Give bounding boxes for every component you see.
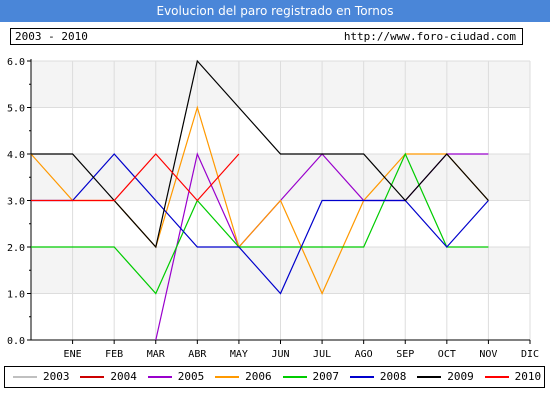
- x-tick-label: SEP: [396, 349, 414, 360]
- legend-item-2003: 2003: [13, 367, 72, 387]
- legend-swatch: [147, 376, 172, 378]
- x-tick-label: OCT: [438, 349, 456, 360]
- y-tick-label: 6.0: [7, 57, 25, 68]
- legend-swatch: [282, 376, 307, 378]
- y-tick-label: 2.0: [7, 243, 25, 254]
- legend-label: 2005: [177, 370, 205, 383]
- x-tick-label: AGO: [355, 349, 373, 360]
- legend-label: 2004: [110, 370, 137, 383]
- series-line-2007: [31, 152, 489, 295]
- legend-swatch: [80, 376, 105, 378]
- legend-swatch: [13, 376, 37, 378]
- y-tick-label: 4.0: [7, 150, 25, 161]
- legend-swatch: [417, 376, 442, 378]
- y-tick-label: 5.0: [7, 104, 25, 115]
- x-tick-label: DIC: [521, 349, 539, 360]
- date-range-label: 2003 - 2010: [15, 30, 88, 43]
- x-tick-label: MAY: [230, 349, 248, 360]
- x-tick-label: NOV: [479, 349, 497, 360]
- legend-swatch: [484, 376, 509, 378]
- series-line-2008: [31, 153, 489, 295]
- x-tick-label: JUN: [271, 349, 289, 360]
- x-tick-label: JUL: [313, 349, 331, 360]
- legend-item-2010: 2010: [484, 367, 544, 387]
- legend: 2003 2004 2005 2006 2007 2008 2009 2010: [4, 366, 545, 388]
- legend-item-2009: 2009: [417, 367, 476, 387]
- y-tick-label: 1.0: [7, 290, 25, 301]
- legend-label: 2010: [514, 370, 542, 383]
- legend-item-2007: 2007: [282, 367, 342, 387]
- legend-label: 2009: [447, 370, 474, 383]
- legend-item-2004: 2004: [80, 367, 139, 387]
- info-box: 2003 - 2010 http://www.foro-ciudad.com: [10, 28, 523, 45]
- legend-label: 2008: [379, 370, 407, 383]
- legend-swatch: [215, 376, 240, 378]
- source-url: http://www.foro-ciudad.com: [343, 30, 516, 43]
- y-tick-label: 0.0: [7, 336, 25, 347]
- y-tick-label: 3.0: [7, 197, 25, 208]
- series-line-2009: [31, 59, 489, 249]
- series-line-2010: [31, 153, 240, 202]
- chart-title: Evolucion del paro registrado en Tornos: [0, 0, 550, 22]
- legend-item-2005: 2005: [147, 367, 207, 387]
- x-tick-label: FEB: [105, 349, 123, 360]
- legend-label: 2006: [245, 370, 272, 383]
- x-tick-label: ABR: [188, 349, 207, 360]
- legend-item-2008: 2008: [349, 367, 409, 387]
- x-tick-label: ENE: [64, 349, 82, 360]
- legend-item-2006: 2006: [215, 367, 274, 387]
- x-tick-label: MAR: [147, 349, 166, 360]
- legend-label: 2003: [43, 370, 70, 383]
- legend-label: 2007: [312, 370, 340, 383]
- legend-swatch: [349, 376, 374, 378]
